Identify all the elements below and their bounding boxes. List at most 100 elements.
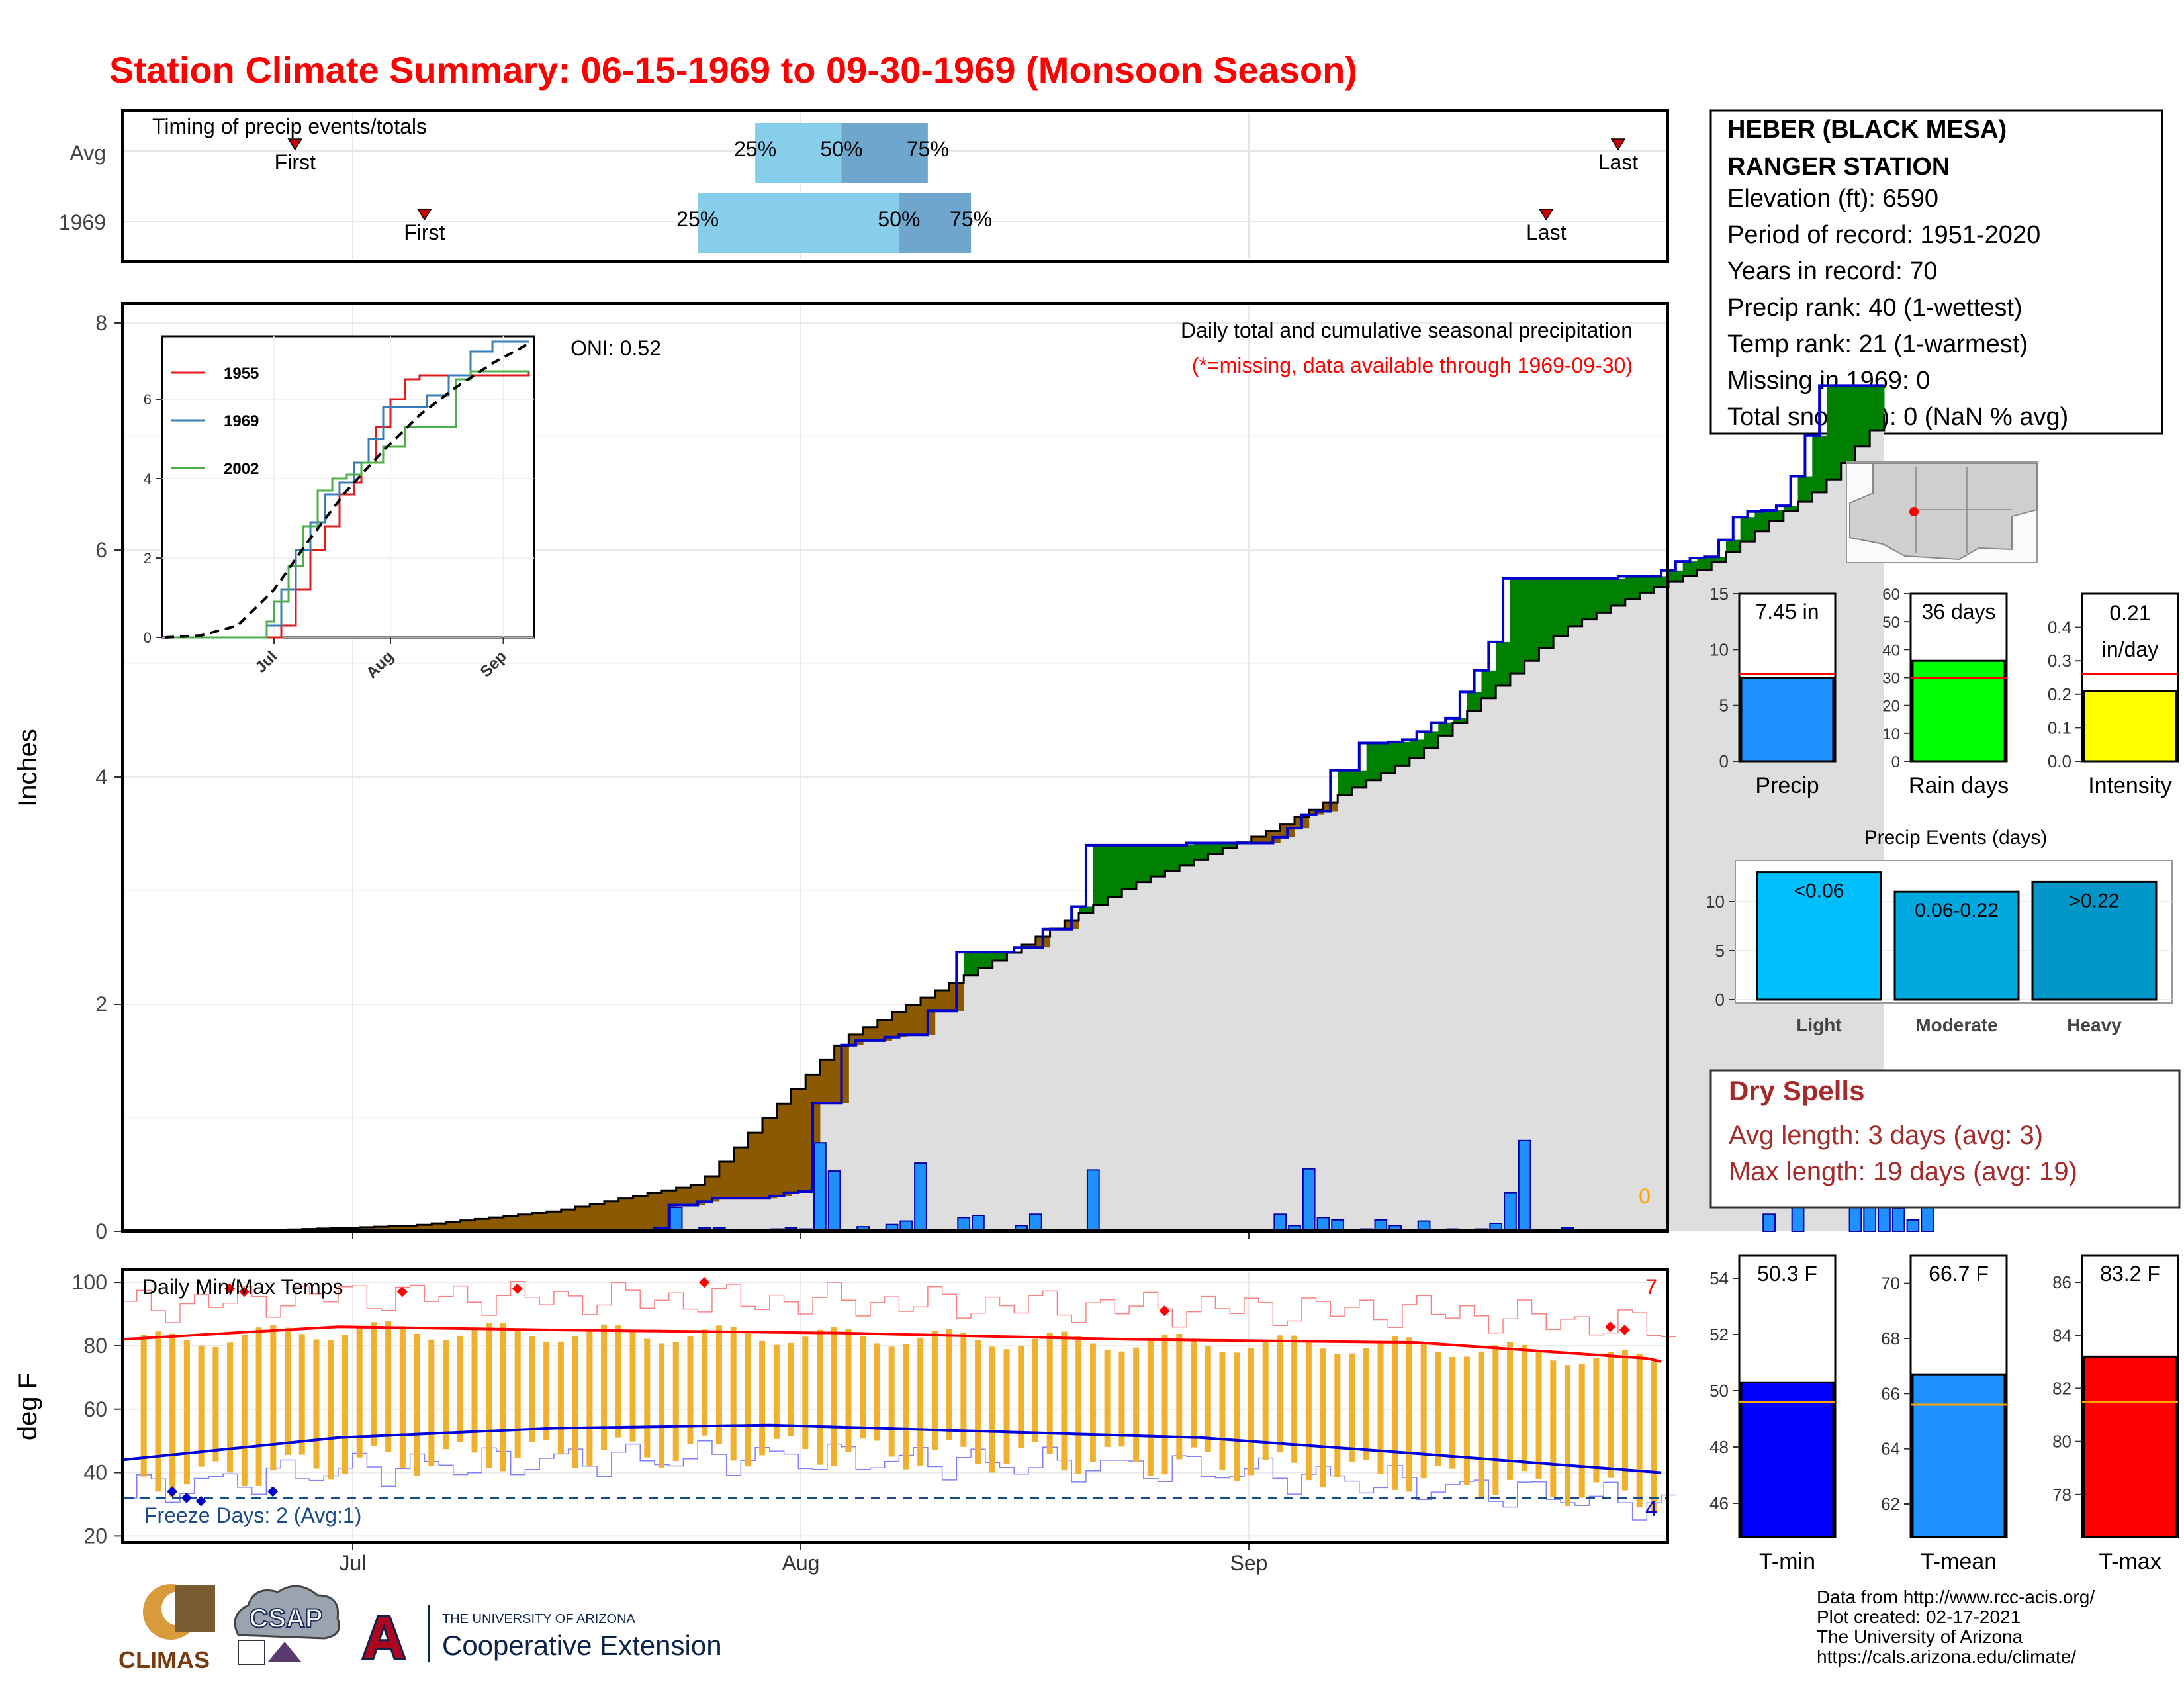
station-name-line1: HEBER (BLACK MESA)	[1727, 116, 2007, 144]
tmean-summary-ytick: 64	[1881, 1439, 1900, 1459]
daily-temp-bar	[1392, 1336, 1398, 1490]
climas-logo[interactable]: CLIMAS	[118, 1584, 215, 1673]
events-bar-moderate	[1893, 890, 2020, 1001]
raindays-summary-ytick: 0	[1891, 753, 1900, 771]
precip-ytick: 0	[95, 1219, 107, 1243]
below-avg-fill	[575, 1206, 590, 1231]
intensity-summary-unit: in/day	[2102, 637, 2158, 661]
precip-ytick: 4	[95, 765, 107, 789]
below-avg-fill	[719, 1162, 735, 1199]
raindays-summary-ytick: 10	[1882, 726, 1900, 743]
events-bar-heavy	[2031, 880, 2158, 1001]
above-avg-fill	[1754, 511, 1770, 532]
intensity-summary-ytick: 0.4	[2048, 618, 2071, 637]
daily-temp-bar	[1176, 1334, 1183, 1460]
daily-temp-bar	[1032, 1338, 1038, 1442]
daily-temp-bar	[672, 1342, 679, 1462]
precip-summary-label: Precip	[1755, 773, 1819, 798]
daily-temp-bar	[443, 1340, 449, 1450]
timing-last-marker	[1610, 138, 1626, 151]
record-high-marker	[224, 1283, 236, 1294]
daily-temp-bar	[1046, 1333, 1053, 1454]
above-avg-fill	[1381, 743, 1396, 773]
above-avg-fill	[1596, 578, 1612, 613]
above-avg-fill	[1697, 558, 1712, 571]
precip-caption: Daily total and cumulative seasonal prec…	[1181, 318, 1633, 342]
above-avg-fill	[1654, 576, 1669, 587]
daily-temp-bar	[371, 1322, 377, 1446]
record-high-marker	[1619, 1325, 1630, 1336]
daily-temp-bar	[1608, 1352, 1614, 1478]
timing-last-marker	[1538, 209, 1554, 221]
daily-temp-bar	[860, 1336, 866, 1439]
daily-temp-bar	[1205, 1346, 1211, 1452]
daily-precip-bar	[669, 1206, 683, 1232]
dry-spells-avg: Avg length: 3 days (avg: 3)	[1729, 1121, 2043, 1150]
daily-temp-bar	[543, 1341, 550, 1440]
precip-summary-value: 7.45 in	[1755, 600, 1819, 624]
footer-line-1: Data from http://www.rcc-acis.org/	[1817, 1587, 2095, 1607]
above-avg-fill	[1769, 510, 1784, 522]
daily-temp-bar	[1018, 1346, 1024, 1448]
precip-ytick: 6	[95, 538, 107, 562]
tmax-summary-bar	[2083, 1355, 2177, 1538]
dry-spells-title: Dry Spells	[1729, 1075, 1864, 1106]
below-avg-fill	[604, 1201, 619, 1231]
daily-precip-bar	[1891, 1207, 1905, 1232]
intensity-summary-value: 0.21	[2109, 601, 2150, 625]
precip-ylabel: Inches	[13, 729, 42, 807]
daily-temp-bar	[1463, 1356, 1470, 1485]
below-avg-fill	[633, 1196, 648, 1231]
csap-logo[interactable]: CSAP	[234, 1585, 340, 1665]
above-avg-fill	[1496, 641, 1511, 686]
above-avg-fill	[1827, 385, 1842, 480]
above-avg-fill	[1524, 578, 1539, 661]
precip-summary-ytick: 15	[1709, 584, 1729, 604]
daily-temp-bar	[1550, 1360, 1557, 1497]
daily-temp-bar	[1219, 1352, 1226, 1470]
tmax-summary-ytick: 82	[2052, 1378, 2071, 1398]
daily-temp-bar	[1349, 1353, 1355, 1462]
record-high-marker	[1159, 1305, 1170, 1317]
footer-credits: Data from http://www.rcc-acis.org/ Plot …	[1817, 1587, 2095, 1667]
station-info-line: Years in record: 70	[1727, 258, 1938, 285]
intensity-summary-ytick: 0.1	[2048, 718, 2071, 737]
above-avg-fill	[1438, 722, 1453, 736]
avg-cumulative-fill	[230, 414, 1884, 1232]
temp-ytick: 60	[83, 1397, 107, 1421]
above-avg-fill	[1682, 561, 1698, 576]
daily-temp-bar	[183, 1339, 190, 1485]
daily-temp-bar	[1435, 1351, 1441, 1466]
below-avg-fill	[705, 1176, 720, 1202]
tmax-summary-ytick: 84	[2052, 1325, 2071, 1345]
university-of-arizona-logo[interactable]: A THE UNIVERSITY OF ARIZONA Cooperative …	[361, 1603, 722, 1673]
daily-temp-bar	[1061, 1331, 1068, 1471]
timing-panel: Timing of precip events/totals Avg 1969 …	[59, 109, 1669, 263]
events-ytick: 10	[1706, 892, 1725, 912]
record-high-marker	[396, 1286, 408, 1297]
daily-temp-bar	[198, 1345, 205, 1467]
intensity-summary-bar	[2083, 690, 2177, 763]
above-avg-fill	[1582, 578, 1597, 620]
daily-temp-bar	[140, 1335, 147, 1477]
daily-temp-bar	[298, 1334, 305, 1455]
timing-first-marker-label: First	[404, 220, 445, 244]
below-avg-fill	[906, 1005, 921, 1035]
inset-series-2002	[165, 370, 529, 639]
events-bar-label: >0.22	[2070, 890, 2120, 912]
above-avg-fill	[1222, 843, 1238, 849]
below-avg-fill	[776, 1103, 792, 1196]
daily-precip-bar	[1906, 1219, 1920, 1232]
month-axis: Jul Aug Sep	[340, 1551, 1268, 1575]
daily-temp-bar	[341, 1335, 348, 1475]
tmin-summary-value: 50.3 F	[1757, 1262, 1817, 1286]
below-avg-fill	[733, 1147, 749, 1199]
above-avg-fill	[992, 952, 1007, 961]
daily-temp-bar	[1305, 1340, 1312, 1481]
station-info-line: Precip rank: 40 (1-wettest)	[1727, 294, 2023, 322]
timing-label: Timing of precip events/totals	[152, 115, 427, 138]
below-avg-fill	[819, 1060, 835, 1103]
record-low-count: 4	[1645, 1497, 1657, 1521]
tmean-summary-ytick: 68	[1881, 1329, 1900, 1348]
daily-temp-bar	[1565, 1365, 1570, 1506]
